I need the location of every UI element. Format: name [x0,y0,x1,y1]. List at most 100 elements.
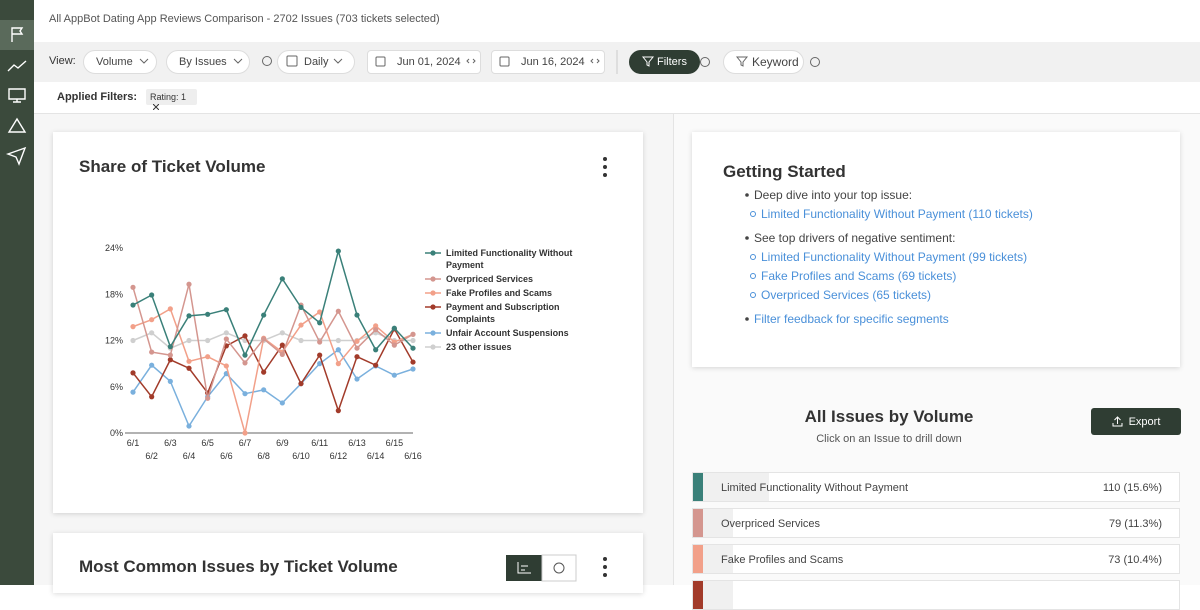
data-point [317,339,323,345]
data-point [354,376,360,382]
active-tab [0,20,34,50]
dropdown[interactable]: Daily [277,50,355,74]
data-point [279,342,285,348]
row-color [693,473,703,501]
getting-started-card: Getting Started Deep dive into your top … [692,132,1180,367]
flag-icon[interactable] [11,27,24,42]
data-point [242,333,248,339]
legend-swatch [425,344,441,350]
data-point [242,352,248,358]
data-point [335,408,341,414]
send-icon[interactable] [5,146,27,166]
data-point [130,284,136,290]
issues-subtitle: Click on an Issue to drill down [816,433,962,445]
getting-started-list: Deep dive into your top issue: Limited Fu… [723,188,1180,326]
data-point [298,322,304,328]
row-bar [703,509,733,537]
data-point [335,347,341,353]
row-name: Fake Profiles and Scams [721,554,844,566]
bullet [750,211,756,217]
bullet [750,292,756,298]
link[interactable]: Filter feedback for specific segments [745,312,1180,326]
view-toggle-pie[interactable] [541,554,577,582]
issues-title: All Issues by Volume [804,407,974,426]
link[interactable]: Limited Functionality Without Payment (9… [750,250,1180,264]
x-tick-label: 6/16 [404,451,422,461]
data-point [373,347,379,353]
legend-dot [430,250,436,256]
legend-swatch [425,290,441,296]
data-point [279,400,285,406]
legend-item: Overpriced Services [425,273,585,285]
monitor-icon[interactable] [8,88,26,103]
sidebar [0,0,34,585]
legend-label: Overpriced Services [446,274,534,284]
data-point [391,325,397,331]
x-tick-label: 6/11 [311,438,328,448]
legend-swatch [425,276,441,282]
series-line [132,284,414,399]
issue-row[interactable]: Fake Profiles and Scams 73 (10.4%) [692,544,1180,574]
data-point [186,281,192,287]
link[interactable]: Overpriced Services (65 tickets) [750,288,1180,302]
legend-label: Payment and Subscription Complaints [446,302,560,324]
data-point [167,344,173,350]
data-point [261,387,267,393]
data-point [354,345,360,351]
remove-icon[interactable] [152,103,160,111]
export-button[interactable]: Export [1091,408,1181,435]
y-tick-label: 12% [105,336,123,346]
legend-label: Fake Profiles and Scams [446,288,553,298]
issue-row[interactable]: Overpriced Services 79 (11.3%) [692,508,1180,538]
bullet [745,193,749,197]
data-point [223,330,229,336]
header-title: All AppBot Dating App Reviews Comparison… [49,13,440,25]
link-text: Filter feedback for specific segments [754,312,949,326]
data-point [298,381,304,387]
data-point [149,330,155,336]
row-bar [703,581,733,609]
x-tick-label: 6/15 [386,438,404,448]
data-point [149,394,155,400]
legend-label: Limited Functionality Without Payment [446,248,573,270]
legend-item: Unfair Account Suspensions [425,327,585,339]
data-point [317,309,323,315]
list-item: See top drivers of negative sentiment: [745,231,1180,245]
legend-swatch [425,304,441,310]
legend-dot [430,304,436,310]
dropdown[interactable]: By Issues [166,50,250,74]
x-tick-label: 6/4 [183,451,196,461]
series-line [132,307,414,434]
date-picker[interactable]: Jun 01, 2024 [367,50,481,74]
issue-row[interactable]: Limited Functionality Without Payment 110… [692,472,1180,502]
series-line [132,248,414,358]
bullet-dot [745,236,749,240]
date-label: Jun 01, 2024 [397,56,461,68]
trend-icon[interactable] [7,60,27,72]
data-point [261,336,267,342]
getting-started-title: Getting Started [723,162,846,181]
row-color [693,509,703,537]
row-bar [703,473,769,501]
data-point [242,430,248,436]
x-tick-label: 6/3 [164,438,177,448]
link[interactable]: Fake Profiles and Scams (69 tickets) [750,269,1180,283]
data-point [354,354,360,360]
filter-tag[interactable]: Rating: 1 [146,89,197,111]
bullet-circle [750,273,756,279]
data-point [279,330,285,336]
y-tick-label: 18% [105,289,123,299]
data-point [205,311,211,317]
y-tick-label: 0% [110,428,123,438]
date-picker[interactable]: Jun 16, 2024 [491,50,605,74]
filters-button[interactable]: Filters [629,50,700,74]
data-point [223,363,229,369]
link[interactable]: Limited Functionality Without Payment (1… [750,207,1180,221]
view-toggle-bar[interactable] [506,555,542,581]
x-tick-label: 6/12 [330,451,348,461]
keyword-button[interactable]: Keyword [723,50,804,74]
alert-icon[interactable] [7,117,27,133]
data-point [223,307,229,313]
data-point [298,337,304,344]
x-tick-label: 6/10 [292,451,310,461]
